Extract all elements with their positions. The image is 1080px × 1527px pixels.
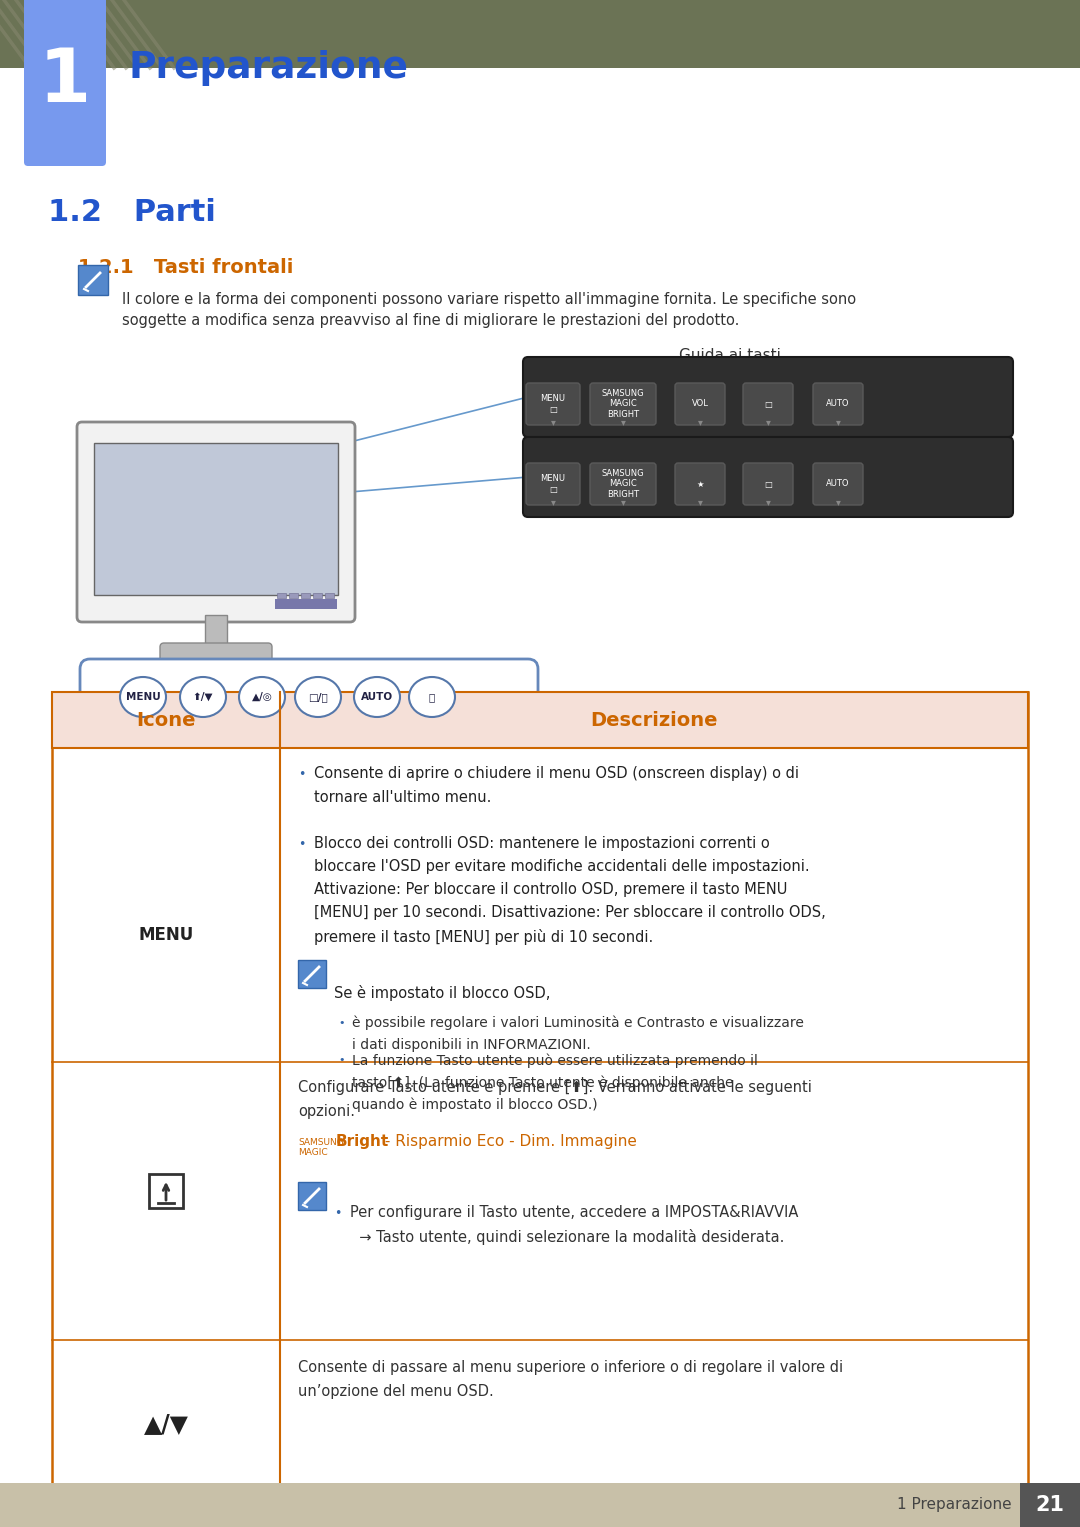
Text: La funzione Tasto utente può essere utilizzata premendo il
tasto[⬆]. (La funzion: La funzione Tasto utente può essere util… [352,1054,758,1112]
Text: ▾: ▾ [698,417,702,428]
Text: 1.2.1   Tasti frontali: 1.2.1 Tasti frontali [78,258,294,276]
Bar [52,692,1028,748]
Text: •: • [298,838,306,851]
Text: •: • [334,1206,341,1220]
Text: ▾: ▾ [698,496,702,507]
Bar [149,1174,183,1208]
Bar [0,1483,1080,1527]
Text: SAMSUNG
MAGIC
BRIGHT: SAMSUNG MAGIC BRIGHT [602,469,645,499]
Ellipse shape [295,676,341,718]
FancyBboxPatch shape [813,383,863,425]
FancyBboxPatch shape [675,463,725,505]
FancyBboxPatch shape [743,463,793,505]
Text: Guida ai tasti: Guida ai tasti [679,348,781,363]
Text: •: • [298,768,306,780]
Bar [298,1182,326,1209]
Text: Icone: Icone [136,710,195,730]
Text: □: □ [764,479,772,489]
Text: SAMSUNG
MAGIC: SAMSUNG MAGIC [298,1138,343,1156]
Ellipse shape [239,676,285,718]
FancyBboxPatch shape [80,660,538,734]
Text: Consente di aprire o chiudere il menu OSD (onscreen display) o di
tornare all'ul: Consente di aprire o chiudere il menu OS… [314,767,799,805]
Text: ▾: ▾ [766,496,770,507]
Text: MENU
□: MENU □ [540,394,566,414]
FancyBboxPatch shape [24,0,106,166]
Ellipse shape [354,676,400,718]
Bar [298,960,326,988]
Text: soggette a modifica senza preavviso al fine di migliorare le prestazioni del pro: soggette a modifica senza preavviso al f… [122,313,740,328]
Ellipse shape [120,676,166,718]
Text: ★: ★ [697,479,704,489]
Text: ▲/▼: ▲/▼ [144,1412,188,1435]
Text: MENU: MENU [138,925,193,944]
Text: Consente di passare al menu superiore o inferiore o di regolare il valore di
un’: Consente di passare al menu superiore o … [298,1361,843,1399]
Text: □: □ [764,400,772,409]
Text: 1 Preparazione: 1 Preparazione [897,1498,1012,1513]
FancyBboxPatch shape [523,357,1013,437]
Text: Per configurare il Tasto utente, accedere a IMPOSTA&RIAVVIA
  → Tasto utente, qu: Per configurare il Tasto utente, acceder… [350,1205,798,1245]
Text: ▾: ▾ [836,496,840,507]
Bar [325,592,334,599]
Text: ▲/◎: ▲/◎ [252,692,272,702]
FancyBboxPatch shape [160,643,272,681]
Text: VOL: VOL [691,400,708,409]
Text: ▾: ▾ [551,496,555,507]
FancyBboxPatch shape [523,437,1013,518]
Text: ⬆/▼: ⬆/▼ [192,692,213,702]
Ellipse shape [180,676,226,718]
Text: 1.2   Parti: 1.2 Parti [48,199,216,228]
Text: SAMSUNG
MAGIC
BRIGHT: SAMSUNG MAGIC BRIGHT [602,389,645,418]
FancyBboxPatch shape [77,421,355,621]
Ellipse shape [409,676,455,718]
Text: Se è impostato il blocco OSD,: Se è impostato il blocco OSD, [334,985,551,1002]
Text: MENU: MENU [125,692,160,702]
Bar [78,266,108,295]
Text: ▾: ▾ [766,417,770,428]
Bar [94,443,338,596]
Text: ▾: ▾ [621,417,625,428]
Text: Descrizione: Descrizione [591,710,718,730]
Text: Il colore e la forma dei componenti possono variare rispetto all'immagine fornit: Il colore e la forma dei componenti poss… [122,292,856,307]
FancyBboxPatch shape [590,383,656,425]
Text: AUTO: AUTO [361,692,393,702]
Text: Bright: Bright [336,1135,389,1148]
Bar [289,592,298,599]
Text: AUTO: AUTO [826,479,850,489]
Text: •: • [338,1019,345,1028]
Text: MENU
□: MENU □ [540,475,566,493]
Text: Preparazione: Preparazione [129,50,408,86]
Text: ⏻: ⏻ [429,692,435,702]
Bar [275,599,337,609]
Text: ▾: ▾ [836,417,840,428]
FancyBboxPatch shape [675,383,725,425]
FancyBboxPatch shape [526,383,580,425]
Bar [52,692,1028,1492]
FancyBboxPatch shape [743,383,793,425]
Text: •: • [338,1055,345,1064]
Text: ▾: ▾ [621,496,625,507]
Bar [0,0,1080,69]
Bar [301,592,310,599]
FancyBboxPatch shape [590,463,656,505]
Text: □/⬜: □/⬜ [308,692,328,702]
Text: Blocco dei controlli OSD: mantenere le impostazioni correnti o
bloccare l'OSD pe: Blocco dei controlli OSD: mantenere le i… [314,835,826,945]
Text: Configurare Tasto utente e premere [⬆]. Verranno attivate le seguenti
opzioni.: Configurare Tasto utente e premere [⬆]. … [298,1080,812,1119]
Bar [276,592,286,599]
Text: 21: 21 [1036,1495,1065,1515]
Text: 1: 1 [39,46,91,119]
Text: AUTO: AUTO [826,400,850,409]
FancyBboxPatch shape [813,463,863,505]
Bar [205,615,227,649]
Bar [313,592,322,599]
Text: è possibile regolare i valori Luminosità e Contrasto e visualizzare
i dati dispo: è possibile regolare i valori Luminosità… [352,1015,804,1052]
FancyBboxPatch shape [526,463,580,505]
Text: - Risparmio Eco - Dim. Immagine: - Risparmio Eco - Dim. Immagine [380,1135,637,1148]
Bar [1020,1483,1080,1527]
Text: ▾: ▾ [551,417,555,428]
